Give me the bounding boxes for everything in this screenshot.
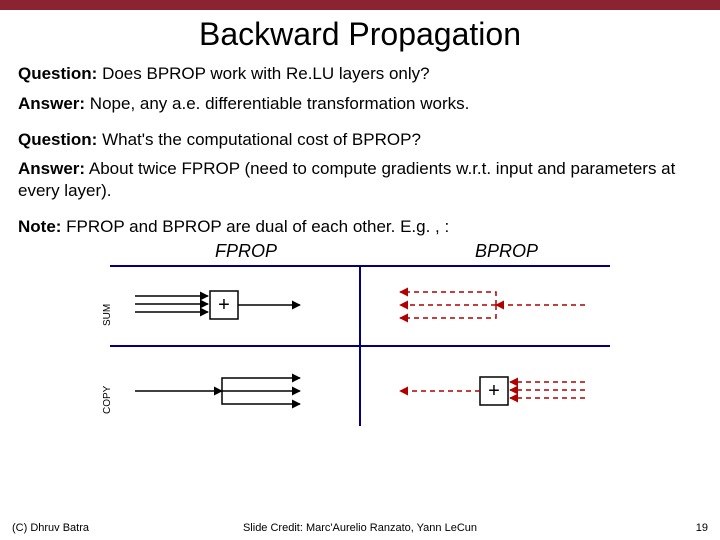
answer-text: Nope, any a.e. differentiable transforma… — [85, 94, 469, 113]
diagram-svg: ++ — [80, 246, 640, 426]
answer-text: About twice FPROP (need to compute gradi… — [18, 159, 675, 200]
top-bar — [0, 0, 720, 10]
question-text: What's the computational cost of BPROP? — [97, 130, 421, 149]
qa-block-2: Question: What's the computational cost … — [18, 129, 702, 151]
question-label: Question: — [18, 64, 97, 83]
question-label: Question: — [18, 130, 97, 149]
note-block: Note: FPROP and BPROP are dual of each o… — [18, 216, 702, 238]
footer-center: Slide Credit: Marc'Aurelio Ranzato, Yann… — [0, 522, 720, 534]
qa-block-1: Question: Does BPROP work with Re.LU lay… — [18, 63, 702, 85]
content-body: Question: Does BPROP work with Re.LU lay… — [0, 63, 720, 426]
answer-label: Answer: — [18, 94, 85, 113]
svg-text:+: + — [488, 380, 500, 402]
duality-diagram: FPROP BPROP SUM COPY ++ — [80, 246, 640, 426]
note-text: FPROP and BPROP are dual of each other. … — [61, 217, 449, 236]
note-label: Note: — [18, 217, 61, 236]
answer-label: Answer: — [18, 159, 85, 178]
question-text: Does BPROP work with Re.LU layers only? — [97, 64, 429, 83]
qa-block-1-answer: Answer: Nope, any a.e. differentiable tr… — [18, 93, 702, 115]
footer-right: 19 — [696, 522, 708, 534]
qa-block-2-answer: Answer: About twice FPROP (need to compu… — [18, 158, 702, 202]
page-title: Backward Propagation — [0, 16, 720, 53]
svg-text:+: + — [218, 294, 230, 316]
